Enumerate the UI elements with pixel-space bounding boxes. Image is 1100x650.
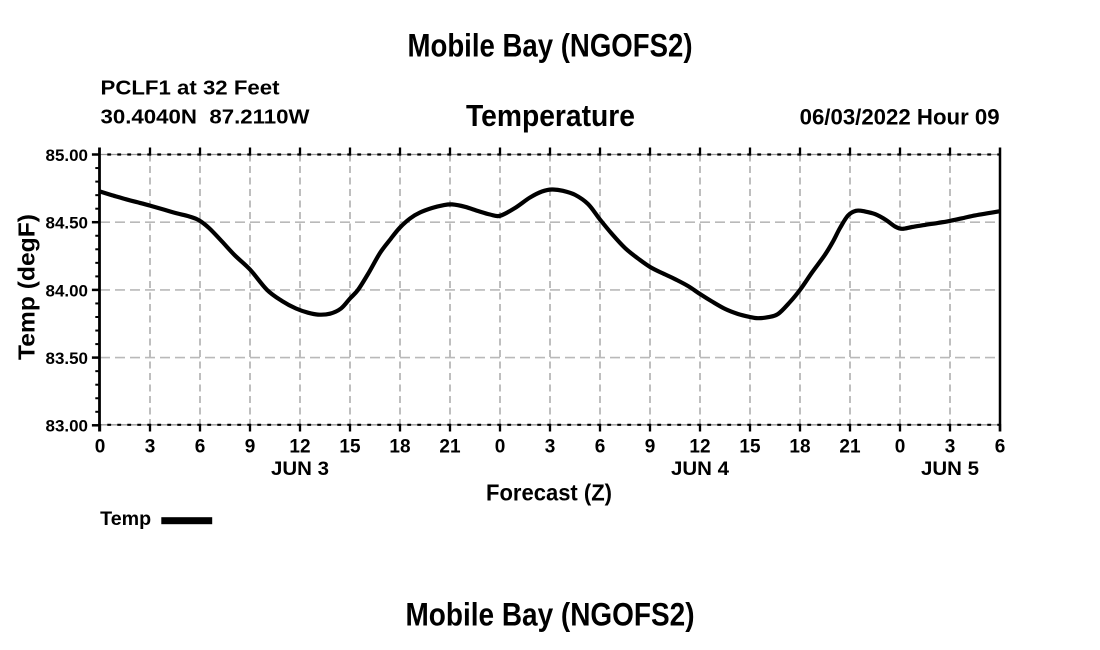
- svg-text:15: 15: [739, 437, 761, 458]
- svg-text:12: 12: [289, 437, 310, 458]
- svg-text:PCLF1 at 32 Feet: PCLF1 at 32 Feet: [101, 77, 280, 99]
- svg-text:Mobile Bay (NGOFS2): Mobile Bay (NGOFS2): [408, 28, 693, 64]
- svg-text:18: 18: [389, 437, 410, 458]
- svg-text:85.00: 85.00: [46, 146, 89, 165]
- svg-text:6: 6: [595, 437, 606, 458]
- svg-text:21: 21: [439, 437, 461, 458]
- svg-text:21: 21: [839, 437, 861, 458]
- svg-text:15: 15: [339, 437, 361, 458]
- svg-text:0: 0: [95, 437, 106, 458]
- svg-text:JUN 5: JUN 5: [921, 459, 979, 480]
- svg-text:Temperature: Temperature: [466, 98, 635, 133]
- svg-text:83.50: 83.50: [46, 349, 89, 368]
- svg-text:84.50: 84.50: [46, 214, 89, 233]
- svg-text:Temp: Temp: [100, 509, 151, 530]
- svg-text:0: 0: [495, 437, 506, 458]
- svg-text:18: 18: [789, 437, 810, 458]
- svg-text:84.00: 84.00: [46, 281, 89, 300]
- svg-text:3: 3: [145, 437, 156, 458]
- svg-text:JUN 4: JUN 4: [671, 459, 729, 480]
- svg-text:Forecast (Z): Forecast (Z): [486, 480, 612, 506]
- svg-text:6: 6: [995, 437, 1006, 458]
- svg-text:83.00: 83.00: [46, 416, 89, 435]
- svg-text:30.4040N 87.2110W: 30.4040N 87.2110W: [101, 107, 310, 129]
- svg-text:3: 3: [545, 437, 556, 458]
- svg-text:12: 12: [689, 437, 710, 458]
- svg-text:Temp (degF): Temp (degF): [14, 214, 40, 360]
- svg-text:9: 9: [245, 437, 256, 458]
- svg-text:3: 3: [945, 437, 956, 458]
- svg-text:6: 6: [195, 437, 206, 458]
- svg-text:0: 0: [895, 437, 906, 458]
- svg-text:JUN 3: JUN 3: [271, 459, 329, 480]
- svg-text:06/03/2022 Hour 09: 06/03/2022 Hour 09: [800, 104, 1000, 129]
- svg-text:Mobile Bay (NGOFS2): Mobile Bay (NGOFS2): [406, 597, 695, 633]
- svg-text:9: 9: [645, 437, 656, 458]
